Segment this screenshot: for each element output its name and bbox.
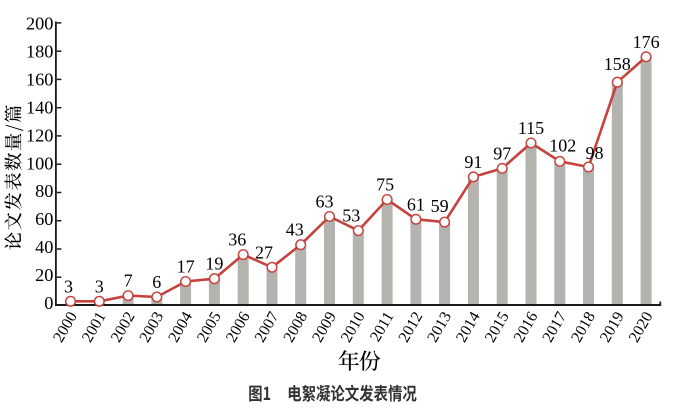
- svg-text:59: 59: [431, 196, 449, 216]
- svg-text:27: 27: [255, 242, 273, 262]
- svg-text:0: 0: [44, 293, 53, 313]
- svg-text:98: 98: [586, 143, 604, 163]
- svg-text:2008: 2008: [280, 309, 311, 345]
- svg-text:3: 3: [95, 276, 104, 296]
- svg-text:7: 7: [124, 271, 133, 291]
- svg-text:3: 3: [64, 276, 73, 296]
- svg-text:80: 80: [35, 181, 53, 201]
- svg-text:2007: 2007: [252, 309, 283, 345]
- svg-text:91: 91: [464, 152, 482, 172]
- svg-text:2017: 2017: [540, 309, 571, 345]
- svg-text:140: 140: [26, 97, 53, 117]
- svg-text:2019: 2019: [597, 309, 628, 345]
- svg-text:2010: 2010: [338, 309, 369, 345]
- svg-text:2011: 2011: [367, 309, 397, 345]
- svg-text:2015: 2015: [482, 309, 513, 345]
- svg-text:40: 40: [35, 237, 53, 257]
- svg-text:53: 53: [342, 206, 360, 226]
- svg-text:2009: 2009: [309, 309, 340, 345]
- svg-text:60: 60: [35, 209, 53, 229]
- svg-text:158: 158: [604, 54, 631, 74]
- svg-text:180: 180: [26, 42, 53, 62]
- svg-text:63: 63: [316, 192, 334, 212]
- svg-text:115: 115: [518, 118, 544, 138]
- svg-text:2003: 2003: [137, 309, 168, 345]
- svg-text:75: 75: [376, 175, 394, 195]
- svg-text:2001: 2001: [79, 309, 110, 345]
- svg-text:2000: 2000: [50, 309, 81, 345]
- svg-text:102: 102: [549, 135, 576, 155]
- svg-text:2013: 2013: [424, 309, 455, 345]
- svg-text:2016: 2016: [511, 309, 542, 345]
- svg-text:2006: 2006: [223, 309, 254, 345]
- svg-text:2004: 2004: [165, 309, 196, 345]
- svg-text:43: 43: [286, 220, 304, 240]
- svg-text:2012: 2012: [396, 309, 427, 345]
- svg-text:100: 100: [26, 153, 53, 173]
- svg-text:120: 120: [26, 125, 53, 145]
- svg-text:2002: 2002: [108, 309, 139, 345]
- svg-text:17: 17: [177, 257, 195, 277]
- svg-text:2020: 2020: [626, 309, 657, 345]
- svg-text:200: 200: [26, 14, 53, 34]
- svg-text:20: 20: [35, 265, 53, 285]
- svg-text:61: 61: [407, 194, 425, 214]
- svg-text:2014: 2014: [453, 309, 484, 345]
- svg-text:36: 36: [228, 230, 246, 250]
- svg-text:160: 160: [26, 70, 53, 90]
- svg-text:19: 19: [205, 254, 223, 274]
- svg-text:6: 6: [152, 272, 161, 292]
- svg-text:2005: 2005: [194, 309, 225, 345]
- svg-text:176: 176: [633, 32, 660, 52]
- svg-text:97: 97: [493, 143, 511, 163]
- svg-text:2018: 2018: [568, 309, 599, 345]
